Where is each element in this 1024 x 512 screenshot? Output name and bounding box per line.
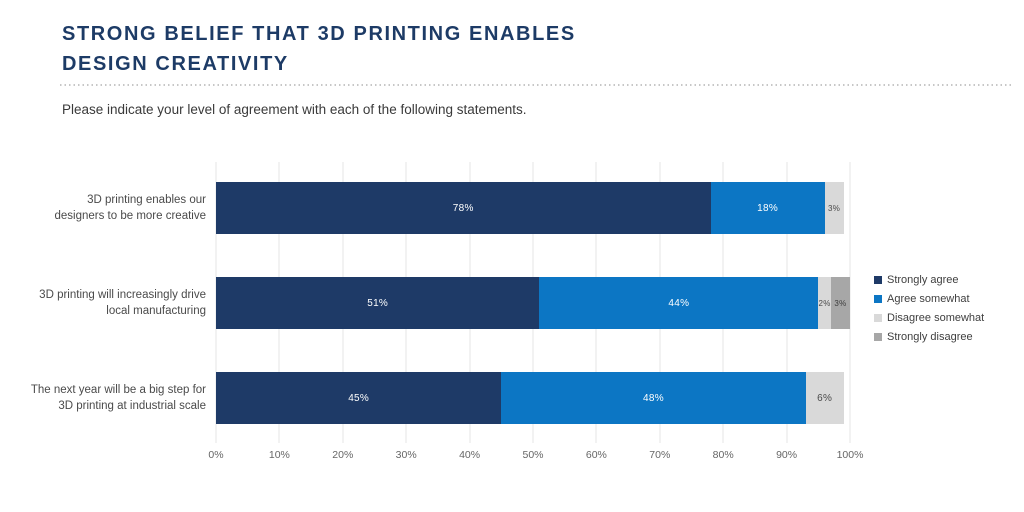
bar-segment: 44% — [539, 277, 819, 329]
bar-segment: 18% — [710, 182, 825, 234]
bar-segment-label: 78% — [452, 202, 474, 214]
legend-item-label: Disagree somewhat — [887, 312, 985, 324]
x-axis-tick-label: 0% — [208, 449, 224, 461]
legend-color-swatch — [874, 314, 882, 322]
bar-segment-label: 3% — [834, 298, 847, 308]
legend-item-label: Strongly agree — [887, 274, 959, 286]
bar-row: 45% 48% 6% — [216, 372, 850, 424]
bar-segment-label: 18% — [757, 202, 779, 214]
bar-segment: 48% — [501, 372, 806, 424]
legend-item: Strongly agree — [874, 274, 984, 286]
bar-segment: 3% — [830, 277, 850, 329]
bar-segment: 51% — [216, 277, 540, 329]
bar-row: 78% 18% 3% — [216, 182, 850, 234]
bar-segment: 3% — [824, 182, 844, 234]
legend-color-swatch — [874, 333, 882, 341]
bar-segment-label: 2% — [818, 298, 831, 308]
x-axis-tick-label: 30% — [395, 449, 417, 461]
legend-item-label: Strongly disagree — [887, 331, 973, 343]
bar-segment: 45% — [216, 372, 502, 424]
legend-item-label: Agree somewhat — [887, 293, 970, 305]
plot-area: 78% 18% 3% 51% 44% 2% 3% 45% 48% 6% — [215, 162, 851, 443]
gridline — [849, 162, 851, 443]
bar-segment-label: 3% — [828, 203, 841, 213]
legend-item: Strongly disagree — [874, 331, 984, 343]
chart-subtitle: Please indicate your level of agreement … — [62, 102, 527, 117]
page-title-line-2: DESIGN CREATIVITY — [62, 53, 289, 75]
bar-segment-label: 6% — [817, 392, 833, 404]
x-axis-tick-label: 70% — [649, 449, 671, 461]
x-axis-tick-label: 50% — [522, 449, 544, 461]
category-label: The next year will be a big step for 3D p… — [30, 384, 206, 412]
x-axis: 0% 10% 20% 30% 40% 50% 60% 70% 80% 90% 100% — [208, 449, 863, 463]
category-label: 3D printing enables our designers to be m… — [54, 194, 207, 222]
x-axis-tick-label: 20% — [332, 449, 354, 461]
legend: Strongly agree Agree somewhat Disagree som… — [874, 274, 984, 350]
bar-segment-label: 45% — [348, 392, 370, 404]
legend-item: Agree somewhat — [874, 293, 984, 305]
bar-segment: 6% — [805, 372, 844, 424]
x-axis-tick-label: 100% — [836, 449, 864, 461]
page-title-line-1: STRONG BELIEF THAT 3D PRINTING ENABLES — [62, 23, 576, 45]
x-axis-tick-label: 60% — [585, 449, 607, 461]
legend-color-swatch — [874, 276, 882, 284]
bar-segment-label: 44% — [668, 297, 690, 309]
legend-item: Disagree somewhat — [874, 312, 984, 324]
bar-segment-label: 48% — [642, 392, 664, 404]
legend-color-swatch — [874, 295, 882, 303]
category-label: 3D printing will increasingly drive local… — [39, 289, 206, 317]
bar-segment: 78% — [216, 182, 711, 234]
bar-row: 51% 44% 2% 3% — [216, 277, 850, 329]
page-title: STRONG BELIEF THAT 3D PRINTING ENABLES D… — [62, 19, 742, 79]
x-axis-tick-label: 80% — [712, 449, 734, 461]
bar-segment-label: 51% — [367, 297, 389, 309]
dotted-separator — [60, 84, 1012, 86]
x-axis-tick-label: 40% — [459, 449, 481, 461]
x-axis-tick-label: 10% — [268, 449, 290, 461]
bar-segment: 2% — [818, 277, 831, 329]
x-axis-tick-label: 90% — [776, 449, 798, 461]
